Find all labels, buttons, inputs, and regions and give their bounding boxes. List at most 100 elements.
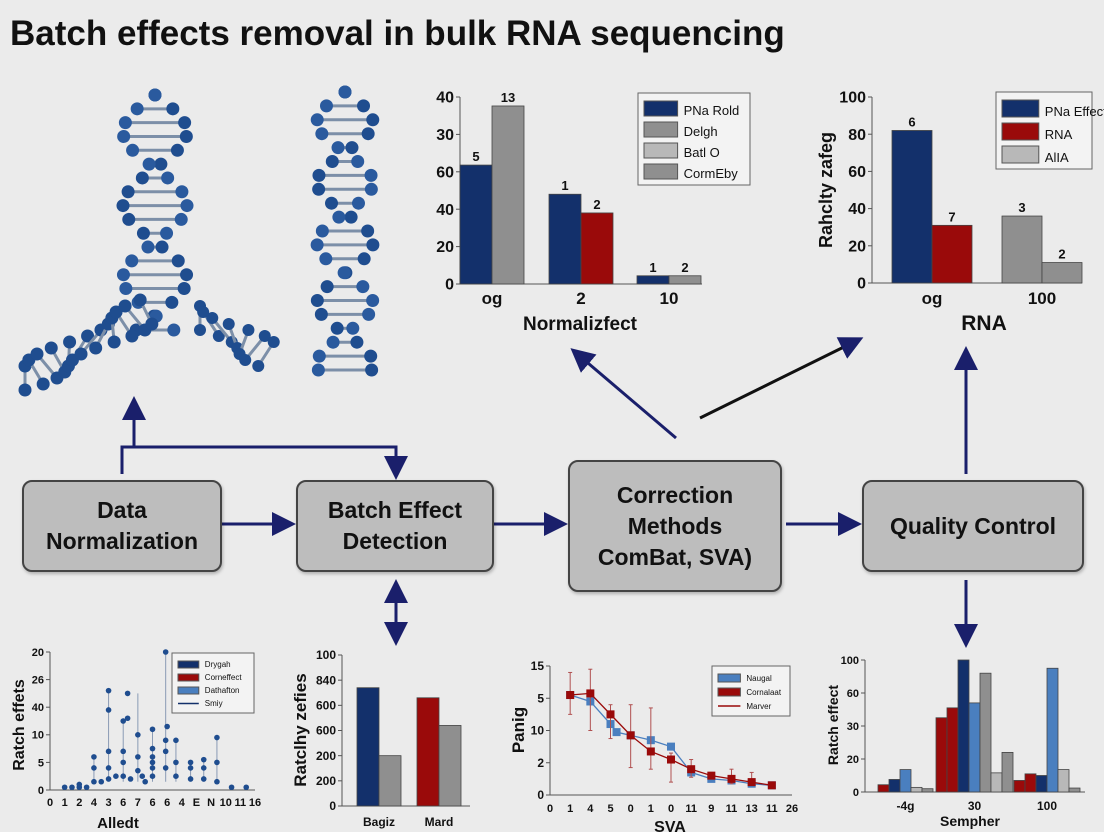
data-point xyxy=(646,747,655,756)
nucleotide xyxy=(206,312,219,324)
nucleotide xyxy=(89,341,103,355)
x-tick-label: 3 xyxy=(106,797,112,809)
nucleotide xyxy=(312,168,326,182)
step-quality-control[interactable]: Quality Control xyxy=(862,480,1084,572)
data-point xyxy=(105,776,112,782)
bar xyxy=(580,212,614,285)
x-tick-label: 0 xyxy=(628,803,634,815)
bar xyxy=(910,786,923,793)
x-tick-label: N xyxy=(207,797,215,809)
data-point xyxy=(61,784,68,791)
nucleotide xyxy=(136,226,150,240)
data-point xyxy=(105,707,112,713)
bar xyxy=(416,697,440,807)
y-tick-label: 40 xyxy=(32,702,44,714)
data-point xyxy=(200,756,207,763)
y-tick-label: 40 xyxy=(848,201,866,218)
bar-value-label: 3 xyxy=(1018,200,1025,215)
nucleotide xyxy=(357,252,371,266)
nucleotide xyxy=(325,155,339,168)
nucleotide xyxy=(122,212,136,226)
legend-swatch xyxy=(643,100,679,117)
data-point xyxy=(149,773,156,779)
nucleotide xyxy=(44,341,58,355)
nucleotide xyxy=(361,127,375,141)
y-axis-label: Rahclty zafeg xyxy=(816,132,836,248)
x-tick-label: 1 xyxy=(648,803,654,815)
x-tick-label: 2 xyxy=(576,289,585,308)
nucleotide xyxy=(175,185,189,199)
nucleotide xyxy=(135,171,149,185)
arrow-dna-to-boxes xyxy=(120,400,396,474)
step-correction-methods[interactable]: Correction Methods ComBat, SVA) xyxy=(568,460,782,592)
bar-value-label: 2 xyxy=(593,197,600,212)
x-tick-label: 30 xyxy=(968,799,982,813)
dna-helix-icon xyxy=(18,293,280,397)
y-tick-label: 20 xyxy=(848,238,866,255)
nucleotide xyxy=(350,335,364,349)
x-tick-label: 6 xyxy=(120,797,126,809)
data-point xyxy=(120,759,127,766)
data-point xyxy=(124,715,131,722)
nucleotide xyxy=(319,99,333,113)
bar xyxy=(1057,769,1070,793)
nucleotide xyxy=(63,335,77,349)
bar xyxy=(356,687,380,807)
nucleotide xyxy=(345,141,359,155)
nucleotide xyxy=(170,143,184,157)
data-point xyxy=(69,784,75,791)
x-tick-label: 100 xyxy=(1028,289,1056,308)
legend-label: AlIA xyxy=(1045,150,1069,165)
data-point xyxy=(120,718,127,724)
x-tick-label: E xyxy=(193,797,200,809)
legend-label: Marver xyxy=(746,702,771,711)
y-tick-label: 0 xyxy=(329,799,336,813)
data-point xyxy=(767,781,776,790)
x-tick-label: 0 xyxy=(547,803,553,815)
legend-swatch xyxy=(643,121,679,138)
data-point xyxy=(113,773,119,779)
y-axis-label: Ratch effect xyxy=(825,685,841,765)
nucleotide xyxy=(197,306,210,318)
step-batch-effect-detection[interactable]: Batch Effect Detection xyxy=(296,480,494,572)
data-point xyxy=(162,737,169,744)
bar-value-label: 2 xyxy=(681,260,688,275)
data-point xyxy=(586,689,595,698)
data-point xyxy=(687,765,696,774)
x-tick-label: 7 xyxy=(135,797,141,809)
data-point xyxy=(566,691,575,700)
legend-swatch xyxy=(177,686,200,695)
arrow-correction-to-rna-chart xyxy=(699,337,864,420)
x-axis-label: Sempher xyxy=(940,813,1000,829)
nucleotide xyxy=(212,330,225,342)
x-tick-label: 4 xyxy=(587,803,594,815)
bar xyxy=(888,779,901,793)
data-point xyxy=(135,732,141,738)
y-tick-label: 0 xyxy=(38,785,44,797)
step-data-normalization[interactable]: Data Normalization xyxy=(22,480,222,572)
data-point xyxy=(162,649,169,655)
nucleotide xyxy=(364,182,378,196)
bar xyxy=(548,193,582,285)
x-tick-label: 11 xyxy=(235,797,247,809)
nucleotide xyxy=(357,99,371,113)
nucleotide xyxy=(118,299,132,313)
y-tick-label: 15 xyxy=(531,659,545,673)
nucleotide xyxy=(179,129,193,143)
data-point xyxy=(91,765,97,771)
bar xyxy=(438,725,462,807)
nucleotide xyxy=(125,329,139,343)
nucleotide xyxy=(81,329,95,343)
y-tick-label: 600 xyxy=(316,699,336,713)
data-point xyxy=(173,759,179,766)
legend-swatch xyxy=(177,660,200,669)
x-tick-label: 4 xyxy=(179,797,186,809)
nucleotide xyxy=(344,210,358,224)
bar-value-label: 5 xyxy=(472,149,479,164)
x-tick-label: 0 xyxy=(668,803,674,815)
nucleotide xyxy=(326,335,340,349)
bar xyxy=(459,164,493,285)
legend-label: Corneffect xyxy=(205,673,243,682)
